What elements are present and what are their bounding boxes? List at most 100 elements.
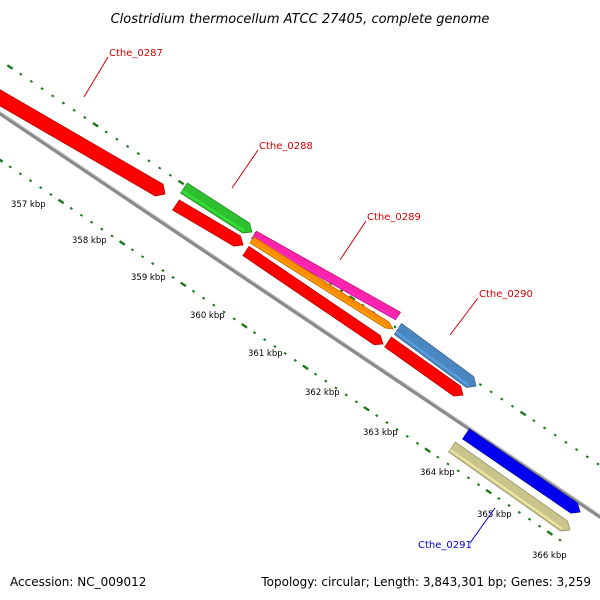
minor-tick [532, 419, 536, 423]
minor-tick [553, 433, 557, 437]
minor-tick [375, 414, 379, 418]
gene-feature[interactable] [172, 199, 244, 247]
minor-tick [158, 166, 162, 170]
minor-tick [263, 338, 267, 342]
major-tick [485, 488, 493, 495]
gene-feature[interactable] [249, 236, 394, 330]
inner-tick-track [0, 158, 562, 542]
genome-summary-text: Topology: circular; Length: 3,843,301 bp… [260, 575, 591, 589]
minor-tick [61, 101, 66, 105]
minor-tick [161, 268, 165, 273]
gene-feature-body[interactable] [384, 336, 464, 397]
gene-feature-body[interactable] [180, 182, 253, 234]
minor-tick [436, 455, 440, 459]
gene-feature[interactable] [242, 245, 384, 346]
major-tick [6, 64, 14, 70]
minor-tick [212, 303, 216, 307]
gene-feature-body[interactable] [0, 86, 166, 197]
minor-tick [585, 455, 589, 459]
major-tick [177, 179, 185, 186]
gene-feature-body[interactable] [242, 245, 384, 346]
gene-feature-highlight [0, 100, 158, 195]
major-tick [348, 295, 356, 301]
minor-tick [79, 213, 84, 217]
minor-tick [125, 144, 130, 148]
tick-label: 359 kbp [131, 273, 166, 283]
minor-tick [28, 179, 33, 183]
gene-label[interactable]: Cthe_0289 [367, 212, 421, 223]
gene-feature-highlight [173, 206, 236, 245]
gene-feature-body[interactable] [172, 199, 244, 247]
gene-features [0, 86, 581, 532]
minor-tick [171, 275, 175, 280]
gene-feature-body[interactable] [448, 441, 571, 532]
gene-feature-body[interactable] [393, 323, 477, 388]
gene-feature[interactable] [384, 336, 464, 397]
tick-label: 362 kbp [305, 388, 340, 398]
map-title: Clostridium thermocellum ATCC 27405, com… [111, 12, 490, 27]
leader-line [83, 56, 109, 98]
major-tick [0, 158, 4, 163]
tick-label: 361 kbp [248, 349, 283, 359]
gene-feature-highlight [395, 331, 469, 387]
tick-label: 363 kbp [363, 428, 398, 438]
minor-tick [446, 462, 450, 466]
minor-tick [222, 310, 226, 314]
minor-tick [18, 172, 23, 176]
minor-tick [72, 108, 76, 112]
gene-label[interactable]: Cthe_0288 [259, 141, 313, 152]
gene-feature-highlight [243, 252, 377, 344]
leader-line [339, 220, 367, 261]
minor-tick [100, 227, 104, 231]
gene-label[interactable]: Cthe_0290 [479, 289, 533, 300]
gene-label[interactable]: Cthe_0291 [418, 540, 472, 551]
major-tick [546, 530, 554, 536]
leader-line [449, 297, 479, 336]
minor-tick [497, 496, 501, 501]
gene-feature[interactable] [448, 441, 571, 532]
minor-tick [405, 434, 409, 438]
major-tick [424, 447, 431, 453]
gene-feature[interactable] [462, 428, 581, 514]
minor-tick [104, 130, 108, 134]
gene-feature-highlight [385, 343, 456, 395]
minor-tick [168, 173, 173, 177]
tick-label: 366 kbp [532, 551, 567, 561]
minor-tick [466, 476, 471, 480]
minor-tick [252, 331, 257, 335]
gene-feature-highlight [449, 448, 563, 530]
gene-feature-highlight [250, 241, 387, 328]
minor-tick [151, 262, 155, 266]
minor-tick [201, 296, 206, 300]
minor-tick [456, 469, 460, 473]
minor-tick [313, 372, 318, 376]
minor-tick [140, 255, 145, 259]
minor-tick [344, 393, 348, 397]
gene-label[interactable]: Cthe_0287 [109, 48, 163, 59]
gene-feature-body[interactable] [249, 236, 394, 330]
minor-tick [51, 94, 55, 98]
major-tick [179, 281, 187, 288]
minor-tick [542, 426, 547, 430]
minor-tick [136, 152, 140, 156]
minor-tick [29, 79, 34, 83]
gene-labels: Cthe_0287 Cthe_0288 Cthe_0289 Cthe_0290 … [109, 48, 533, 551]
minor-tick [478, 383, 483, 387]
gene-feature[interactable] [250, 230, 402, 321]
gene-feature[interactable] [393, 323, 477, 388]
gene-feature-body[interactable] [462, 428, 581, 514]
minor-tick [339, 289, 344, 293]
gene-feature[interactable] [180, 182, 253, 234]
minor-tick [191, 289, 196, 293]
major-tick [302, 364, 309, 371]
gene-label-leaders [83, 56, 496, 544]
gene-feature[interactable] [0, 86, 166, 197]
major-tick [92, 121, 99, 128]
gene-feature-body[interactable] [250, 230, 402, 321]
minor-tick [324, 379, 328, 383]
gene-feature-highlight [181, 189, 245, 232]
minor-tick [537, 524, 542, 528]
minor-tick [293, 358, 297, 362]
tick-label: 365 kbp [477, 510, 512, 520]
